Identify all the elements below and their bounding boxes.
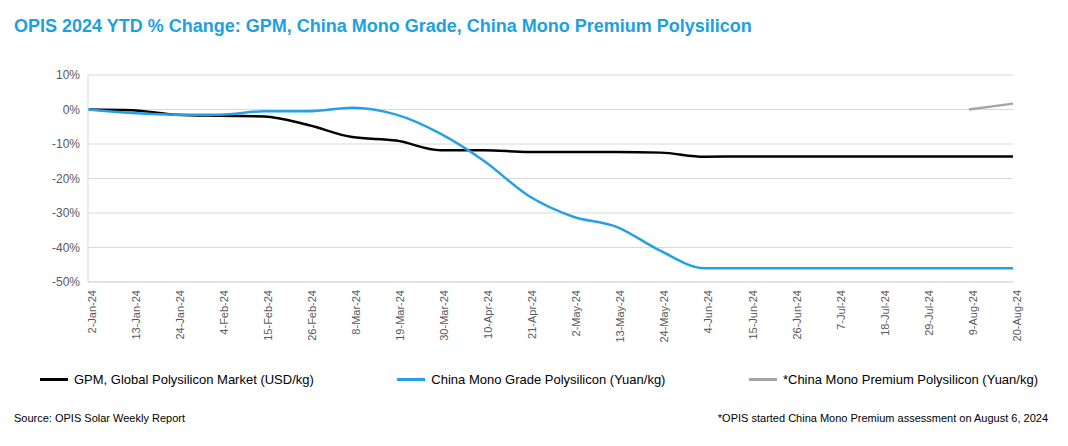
svg-text:7-Jul-24: 7-Jul-24 (835, 290, 847, 330)
svg-text:13-May-24: 13-May-24 (614, 290, 626, 342)
svg-text:9-Aug-24: 9-Aug-24 (967, 290, 979, 335)
svg-text:-40%: -40% (52, 241, 80, 255)
svg-text:-30%: -30% (52, 206, 80, 220)
html-text:*OPIS started China Mono Premi: *OPIS started China Mono Premium assessm… (717, 412, 1048, 424)
svg-text:10-Apr-24: 10-Apr-24 (482, 290, 494, 339)
svg-text:30-Mar-24: 30-Mar-24 (438, 290, 450, 341)
svg-text:4-Jun-24: 4-Jun-24 (702, 290, 714, 333)
svg-text:29-Jul-24: 29-Jul-24 (923, 290, 935, 336)
svg-text:21-Apr-24: 21-Apr-24 (526, 290, 538, 339)
svg-text:15-Feb-24: 15-Feb-24 (262, 290, 274, 341)
html-text:*China Mono Premium Polysilico: *China Mono Premium Polysilicon (Yuan/kg… (782, 372, 1038, 387)
html-text:GPM, Global Polysilicon Market: GPM, Global Polysilicon Market (USD/kg) (74, 372, 314, 387)
svg-text:18-Jul-24: 18-Jul-24 (879, 290, 891, 336)
svg-text:24-May-24: 24-May-24 (658, 290, 670, 342)
svg-text:20-Aug-24: 20-Aug-24 (1011, 290, 1023, 341)
svg-text:15-Jun-24: 15-Jun-24 (747, 290, 759, 340)
html-text:OPIS 2024 YTD % Change: GPM, C: OPIS 2024 YTD % Change: GPM, China Mono … (14, 16, 752, 36)
svg-text:-50%: -50% (52, 275, 80, 289)
svg-text:24-Jan-24: 24-Jan-24 (174, 290, 186, 340)
svg-text:-20%: -20% (52, 172, 80, 186)
svg-text:19-Mar-24: 19-Mar-24 (394, 290, 406, 341)
svg-text:26-Jun-24: 26-Jun-24 (791, 290, 803, 340)
svg-text:0%: 0% (63, 103, 81, 117)
svg-text:2-Jan-24: 2-Jan-24 (86, 290, 98, 333)
svg-text:26-Feb-24: 26-Feb-24 (306, 290, 318, 341)
svg-text:4-Feb-24: 4-Feb-24 (218, 290, 230, 335)
html-text:Source: OPIS Solar Weekly Repo: Source: OPIS Solar Weekly Report (14, 412, 185, 424)
svg-text:8-Mar-24: 8-Mar-24 (350, 290, 362, 335)
svg-text:2-May-24: 2-May-24 (570, 290, 582, 336)
svg-text:10%: 10% (56, 68, 80, 82)
svg-text:13-Jan-24: 13-Jan-24 (130, 290, 142, 340)
svg-text:-10%: -10% (52, 137, 80, 151)
html-text:China Mono Grade Polysilicon (: China Mono Grade Polysilicon (Yuan/kg) (431, 372, 666, 387)
